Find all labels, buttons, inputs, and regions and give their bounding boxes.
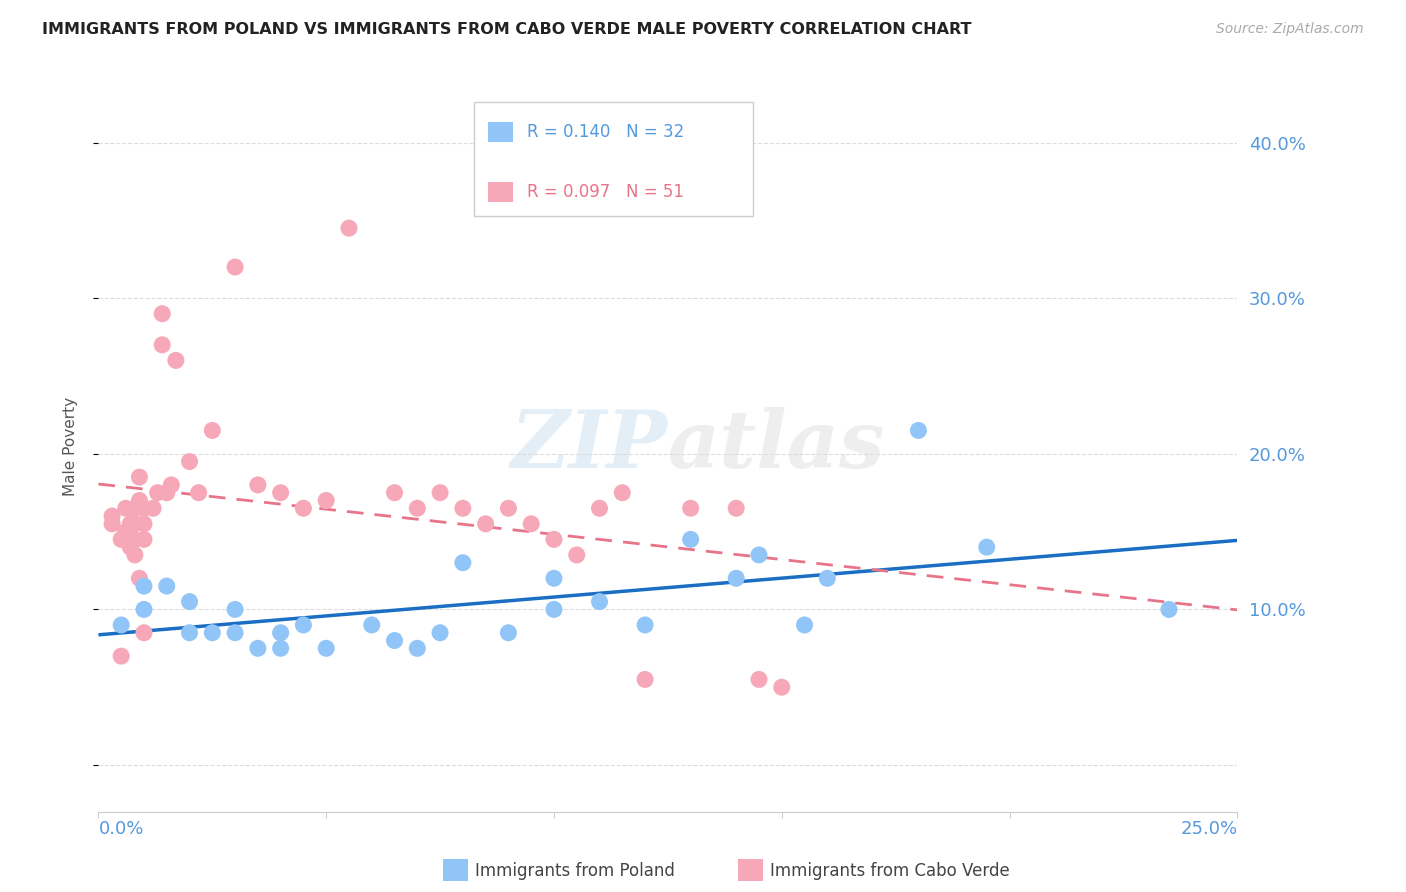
Point <box>429 625 451 640</box>
Point <box>543 571 565 585</box>
Point <box>337 221 360 235</box>
Point <box>679 501 702 516</box>
Text: Immigrants from Cabo Verde: Immigrants from Cabo Verde <box>770 862 1011 880</box>
Point <box>270 641 292 656</box>
Point <box>150 338 173 352</box>
Point <box>725 501 748 516</box>
Point <box>156 579 179 593</box>
Point <box>124 501 146 516</box>
Point <box>128 470 150 484</box>
Text: Source: ZipAtlas.com: Source: ZipAtlas.com <box>1216 22 1364 37</box>
Point <box>179 454 201 468</box>
Point <box>474 516 496 531</box>
Text: Immigrants from Poland: Immigrants from Poland <box>475 862 675 880</box>
Point <box>815 571 838 585</box>
Text: 0.0%: 0.0% <box>98 820 143 838</box>
Point <box>588 501 610 516</box>
Point <box>110 649 132 664</box>
FancyBboxPatch shape <box>488 181 513 202</box>
Point <box>451 501 474 516</box>
Point <box>270 625 292 640</box>
Text: atlas: atlas <box>668 408 886 484</box>
Point <box>634 673 657 687</box>
Point <box>132 579 155 593</box>
Point <box>128 571 150 585</box>
Point <box>679 533 702 547</box>
Point <box>748 548 770 562</box>
Point <box>124 548 146 562</box>
Point <box>315 641 337 656</box>
Point <box>201 625 224 640</box>
Point <box>384 633 406 648</box>
Point <box>793 618 815 632</box>
Point <box>132 501 155 516</box>
Point <box>1157 602 1180 616</box>
Point <box>543 602 565 616</box>
Point <box>292 618 315 632</box>
FancyBboxPatch shape <box>488 121 513 143</box>
Text: R = 0.140   N = 32: R = 0.140 N = 32 <box>527 123 683 141</box>
Point <box>384 485 406 500</box>
Point <box>543 533 565 547</box>
Text: 25.0%: 25.0% <box>1180 820 1237 838</box>
Point <box>429 485 451 500</box>
Point <box>634 618 657 632</box>
Point <box>588 594 610 608</box>
Point <box>110 533 132 547</box>
Point <box>165 353 187 368</box>
Point <box>114 524 136 539</box>
Point <box>292 501 315 516</box>
Point <box>224 602 246 616</box>
Point <box>114 501 136 516</box>
Point <box>179 625 201 640</box>
Point <box>770 680 793 694</box>
Point <box>101 509 124 524</box>
Point <box>612 485 634 500</box>
FancyBboxPatch shape <box>474 103 754 216</box>
Point <box>315 493 337 508</box>
Point <box>132 516 155 531</box>
Text: IMMIGRANTS FROM POLAND VS IMMIGRANTS FROM CABO VERDE MALE POVERTY CORRELATION CH: IMMIGRANTS FROM POLAND VS IMMIGRANTS FRO… <box>42 22 972 37</box>
Point <box>120 540 142 554</box>
Point <box>498 501 520 516</box>
Point <box>132 533 155 547</box>
Point <box>748 673 770 687</box>
Point <box>976 540 998 554</box>
Point <box>224 625 246 640</box>
Point <box>142 501 165 516</box>
Point <box>128 493 150 508</box>
Point <box>132 602 155 616</box>
Point <box>110 618 132 632</box>
Point <box>565 548 588 562</box>
Point <box>907 424 929 438</box>
Point <box>201 424 224 438</box>
Point <box>101 516 124 531</box>
Point <box>725 571 748 585</box>
Point <box>246 478 269 492</box>
Point <box>406 501 429 516</box>
Point <box>520 516 543 531</box>
Point <box>224 260 246 274</box>
Text: R = 0.097   N = 51: R = 0.097 N = 51 <box>527 183 683 201</box>
Point <box>187 485 209 500</box>
Point <box>146 485 169 500</box>
Point <box>156 485 179 500</box>
Point <box>124 533 146 547</box>
Point <box>160 478 183 492</box>
Point <box>270 485 292 500</box>
Point <box>120 516 142 531</box>
Point <box>451 556 474 570</box>
Point <box>360 618 382 632</box>
Y-axis label: Male Poverty: Male Poverty <box>63 396 77 496</box>
Text: ZIP: ZIP <box>510 408 668 484</box>
Point <box>406 641 429 656</box>
Point <box>150 307 173 321</box>
Point <box>132 625 155 640</box>
Point <box>179 594 201 608</box>
Point <box>246 641 269 656</box>
Point <box>498 625 520 640</box>
Point <box>124 516 146 531</box>
